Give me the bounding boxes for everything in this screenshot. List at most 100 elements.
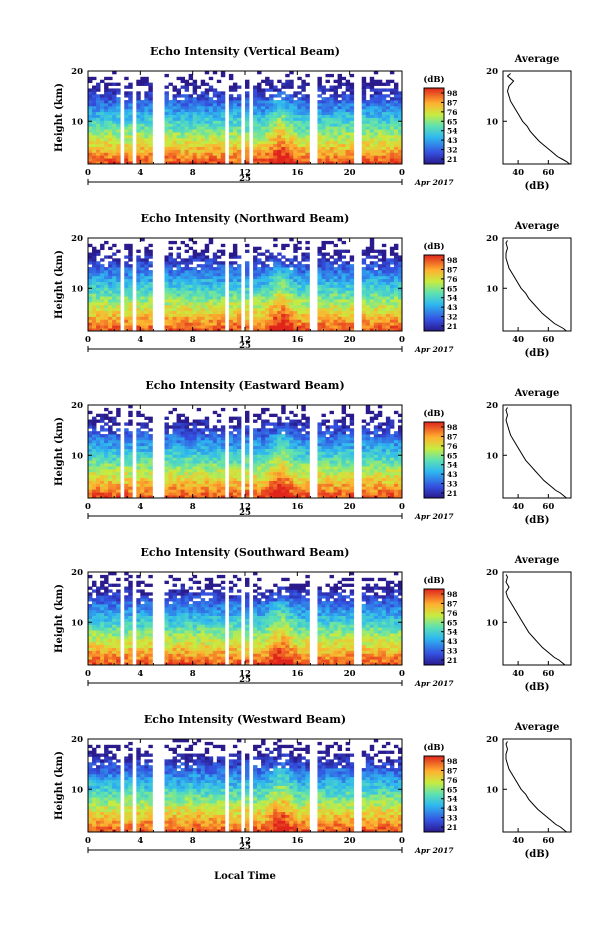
heatmap-cell [228, 434, 234, 438]
heatmap-cell [188, 97, 194, 101]
heatmap-cell [124, 149, 129, 153]
heatmap-cell [136, 445, 141, 449]
heatmap-cell [397, 258, 403, 262]
heatmap-cell [168, 448, 173, 452]
heatmap-cell [192, 301, 198, 306]
colorbar [423, 87, 445, 165]
heatmap-cell [216, 486, 222, 490]
heatmap-cell [180, 290, 186, 294]
heatmap-cell [200, 255, 206, 259]
heatmap-cell [164, 97, 169, 101]
heatmap-cell [136, 434, 141, 438]
heatmap-cell [373, 158, 379, 162]
heatmap-cell [381, 94, 387, 98]
heatmap-cell [92, 301, 97, 306]
heatmap-cell [228, 436, 234, 441]
heatmap-cell [257, 445, 262, 449]
heatmap-cell [289, 105, 294, 110]
heatmap-cell [385, 278, 391, 282]
heatmap-cell [108, 76, 113, 81]
heatmap-cell [273, 255, 278, 259]
heatmap-cell [381, 293, 387, 297]
heatmap-cell [285, 471, 290, 476]
heatmap-cell [136, 97, 141, 101]
heatmap-cell [257, 287, 262, 291]
heatmap-cell [228, 152, 234, 156]
heatmap-cell [232, 290, 238, 294]
heatmap-cell [124, 91, 129, 95]
heatmap-cell [301, 457, 306, 461]
heatmap-cell [112, 304, 117, 309]
heatmap-cell [168, 132, 173, 136]
heatmap-cell [168, 240, 173, 245]
heatmap-cell [112, 416, 117, 420]
heatmap-cell [88, 495, 93, 499]
heatmap-cell [365, 134, 371, 139]
heatmap-cell [128, 431, 133, 435]
heatmap-cell [100, 448, 105, 452]
heatmap-cell [253, 319, 258, 323]
heatmap-cell [329, 108, 334, 113]
heatmap-cell [245, 434, 250, 438]
heatmap-cell [124, 328, 129, 332]
heatmap-cell [220, 466, 226, 470]
heatmap-cell [128, 149, 133, 153]
heatmap-cell [305, 158, 310, 162]
heatmap-cell [345, 79, 351, 84]
heatmap-cell [369, 82, 375, 86]
heatmap-cell [269, 158, 274, 162]
heatmap-cell [116, 123, 121, 127]
heatmap-cell [285, 73, 290, 78]
heatmap-cell [108, 149, 113, 153]
heatmap-cell [192, 325, 198, 329]
heatmap-cell [192, 88, 198, 92]
heatmap-cell [188, 439, 194, 444]
heatmap-cell [124, 436, 129, 441]
heatmap-cell [116, 301, 121, 306]
heatmap-cell [265, 445, 270, 449]
heatmap-cell [220, 126, 226, 130]
heatmap-cell [373, 319, 379, 323]
heatmap-cell [389, 307, 395, 312]
heatmap-cell [305, 155, 310, 159]
heatmap-cell [273, 454, 278, 458]
heatmap-cell [88, 94, 93, 98]
heatmap-cell [261, 114, 266, 118]
heatmap-cell [216, 419, 222, 423]
heatmap-cell [317, 466, 322, 470]
heatmap-cell [96, 287, 101, 291]
heatmap-cell [176, 439, 181, 444]
heatmap-cell [381, 114, 387, 118]
heatmap-cell [297, 281, 302, 285]
heatmap-cell [285, 155, 290, 159]
heatmap-cell [204, 445, 210, 449]
heatmap-cell [317, 269, 322, 274]
heatmap-cell [261, 94, 266, 98]
heatmap-cell [172, 428, 177, 432]
heatmap-cell [164, 299, 169, 303]
heatmap-cell [373, 123, 379, 127]
heatmap-cell [108, 155, 113, 159]
heatmap-cell [369, 313, 375, 317]
heatmap-cell [285, 466, 290, 470]
heatmap-cell [108, 460, 113, 464]
heatmap-cell [273, 460, 278, 464]
heatmap-cell [301, 434, 306, 438]
heatmap-cell [92, 269, 97, 274]
heatmap-cell [100, 439, 105, 444]
heatmap-cell [144, 82, 149, 86]
heatmap-cell [341, 152, 347, 156]
heatmap-cell [180, 319, 186, 323]
heatmap-cell [96, 88, 101, 92]
heatmap-cell [228, 460, 234, 464]
heatmap-cell [289, 448, 294, 452]
heatmap-cell [116, 328, 121, 332]
heatmap-cell [341, 319, 347, 323]
heatmap-cell [317, 328, 322, 332]
heatmap-cell [393, 319, 399, 323]
heatmap-cell [116, 114, 121, 118]
heatmap-cell [333, 316, 338, 320]
heatmap-cell [228, 325, 234, 329]
heatmap-cell [245, 111, 250, 115]
heatmap-cell [196, 117, 202, 121]
